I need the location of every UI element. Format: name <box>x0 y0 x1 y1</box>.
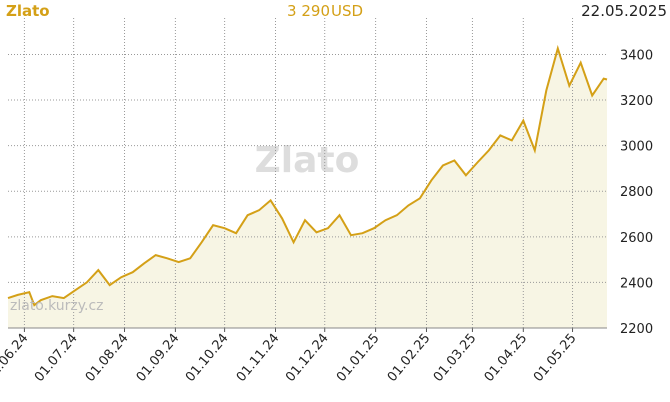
y-tick-label: 2400 <box>620 276 653 291</box>
x-tick-label: 01.02.25 <box>385 331 434 385</box>
x-tick-label: 01.06.24 <box>0 331 31 385</box>
price-line <box>7 44 608 307</box>
x-tick-label: 01.03.25 <box>431 331 480 385</box>
x-tick-label: 01.05.25 <box>531 331 580 385</box>
y-tick-label: 2200 <box>620 322 653 337</box>
price: 3 290 <box>287 2 330 20</box>
x-tick-label: 01.10.24 <box>183 331 232 385</box>
x-tick-label: 01.11.24 <box>234 331 283 385</box>
y-tick-label: 3400 <box>620 48 653 63</box>
date: 22.05.2025 <box>581 2 667 20</box>
x-tick-label: 01.04.25 <box>482 331 531 385</box>
y-tick-label: 3200 <box>620 94 653 109</box>
area <box>8 48 607 328</box>
price-unit: USD <box>331 2 363 20</box>
y-tick-label: 2600 <box>620 231 653 246</box>
y-tick-label: 3000 <box>620 140 653 155</box>
watermark: Zlato <box>255 140 360 181</box>
x-tick-label: 01.09.24 <box>134 331 183 385</box>
x-tick-label: 01.01.25 <box>334 331 383 385</box>
y-tick-label: 2800 <box>620 185 653 200</box>
x-tick-label: 01.07.24 <box>32 331 81 385</box>
source: zlato.kurzy.cz <box>10 298 104 314</box>
x-tick-label: 01.12.24 <box>283 331 332 385</box>
chart-title: Zlato <box>6 2 50 20</box>
x-tick-label: 01.08.24 <box>83 331 132 385</box>
